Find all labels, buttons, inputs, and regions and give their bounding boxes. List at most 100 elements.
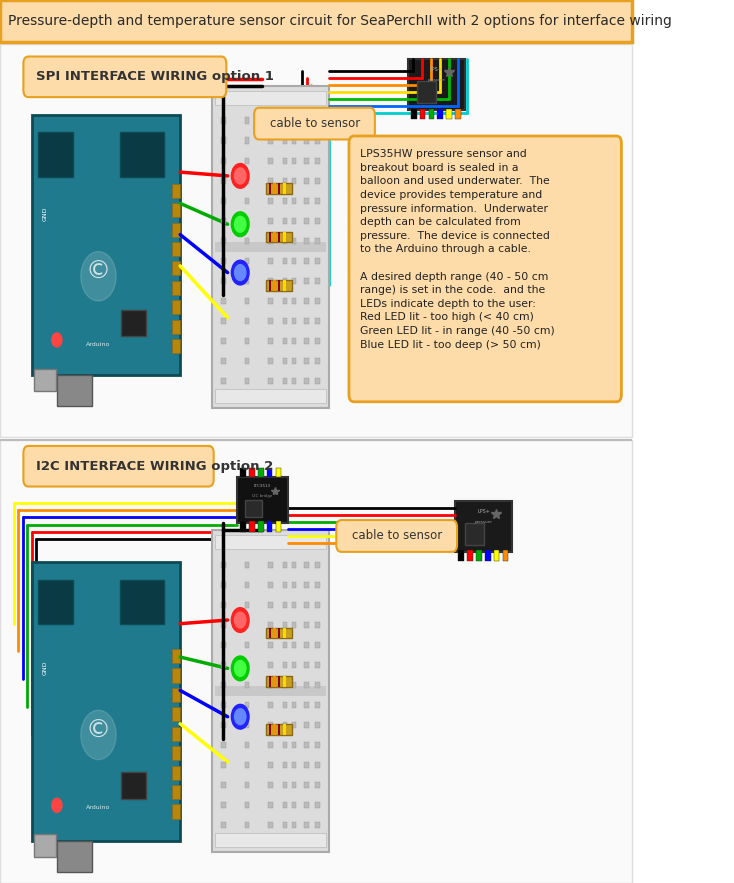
Bar: [215, 389, 326, 403]
Bar: [277, 280, 280, 291]
Bar: [283, 682, 287, 688]
Bar: [172, 223, 180, 237]
Bar: [304, 722, 308, 728]
Text: SPI INTERFACE WIRING option 1: SPI INTERFACE WIRING option 1: [36, 71, 274, 83]
Bar: [266, 628, 292, 638]
Bar: [215, 685, 326, 696]
Bar: [215, 91, 326, 105]
Bar: [221, 298, 225, 304]
Bar: [221, 157, 225, 163]
Bar: [316, 622, 320, 628]
Text: GND: GND: [43, 660, 48, 675]
Bar: [485, 550, 490, 561]
Bar: [269, 642, 273, 648]
Text: Pressure-depth and temperature sensor circuit for SeaPerchII with 2 options for : Pressure-depth and temperature sensor ci…: [7, 14, 672, 27]
Bar: [411, 109, 417, 119]
Bar: [304, 358, 308, 364]
Bar: [269, 742, 273, 748]
Bar: [283, 298, 287, 304]
Bar: [269, 238, 273, 244]
Bar: [283, 702, 287, 708]
Bar: [304, 318, 308, 324]
Bar: [283, 724, 286, 735]
Bar: [292, 278, 297, 284]
Bar: [269, 562, 273, 568]
Bar: [245, 338, 250, 344]
FancyBboxPatch shape: [254, 108, 375, 140]
Bar: [316, 702, 320, 708]
Bar: [266, 184, 292, 194]
Bar: [212, 530, 329, 852]
Bar: [221, 562, 225, 568]
Bar: [245, 642, 250, 648]
Bar: [249, 521, 255, 532]
Bar: [316, 358, 320, 364]
Bar: [269, 318, 273, 324]
Bar: [283, 280, 286, 291]
Bar: [304, 601, 308, 608]
Circle shape: [235, 265, 246, 281]
Bar: [38, 132, 73, 177]
Bar: [245, 582, 250, 588]
Text: I2C bridge: I2C bridge: [252, 494, 272, 498]
Bar: [304, 822, 308, 828]
Bar: [316, 278, 320, 284]
Bar: [38, 580, 73, 624]
Text: ©: ©: [86, 260, 111, 283]
Bar: [316, 582, 320, 588]
Bar: [455, 501, 512, 552]
Bar: [221, 742, 225, 748]
Bar: [283, 782, 287, 789]
Bar: [0, 0, 632, 42]
Bar: [269, 278, 273, 284]
Bar: [316, 782, 320, 789]
Bar: [269, 722, 273, 728]
Bar: [292, 682, 297, 688]
Bar: [245, 358, 250, 364]
Bar: [172, 203, 180, 217]
Bar: [172, 746, 180, 760]
Bar: [316, 217, 320, 223]
Bar: [292, 661, 297, 668]
Bar: [283, 562, 287, 568]
Bar: [429, 109, 435, 119]
Bar: [304, 742, 308, 748]
Bar: [212, 86, 329, 408]
Bar: [245, 802, 250, 808]
Bar: [221, 138, 225, 144]
Bar: [258, 521, 264, 532]
Circle shape: [81, 710, 116, 759]
Bar: [245, 722, 250, 728]
Bar: [292, 822, 297, 828]
Circle shape: [235, 660, 246, 676]
Bar: [304, 298, 308, 304]
Text: LPS+: LPS+: [429, 67, 443, 72]
Bar: [57, 841, 92, 872]
Bar: [465, 523, 484, 545]
Bar: [283, 278, 287, 284]
Bar: [221, 338, 225, 344]
Text: LTC3513: LTC3513: [254, 484, 271, 487]
Bar: [273, 232, 275, 243]
Bar: [266, 468, 272, 477]
Bar: [269, 762, 273, 768]
FancyBboxPatch shape: [23, 57, 226, 97]
Bar: [304, 217, 308, 223]
Bar: [221, 762, 225, 768]
Bar: [269, 117, 273, 124]
Bar: [455, 109, 461, 119]
Bar: [172, 668, 180, 683]
Bar: [245, 702, 250, 708]
Bar: [215, 241, 326, 253]
Bar: [283, 177, 287, 184]
Bar: [245, 742, 250, 748]
Bar: [292, 582, 297, 588]
Bar: [245, 157, 250, 163]
Bar: [221, 722, 225, 728]
Bar: [266, 232, 292, 243]
Bar: [172, 707, 180, 721]
Bar: [292, 338, 297, 344]
FancyBboxPatch shape: [349, 136, 622, 402]
Bar: [316, 238, 320, 244]
Bar: [304, 562, 308, 568]
